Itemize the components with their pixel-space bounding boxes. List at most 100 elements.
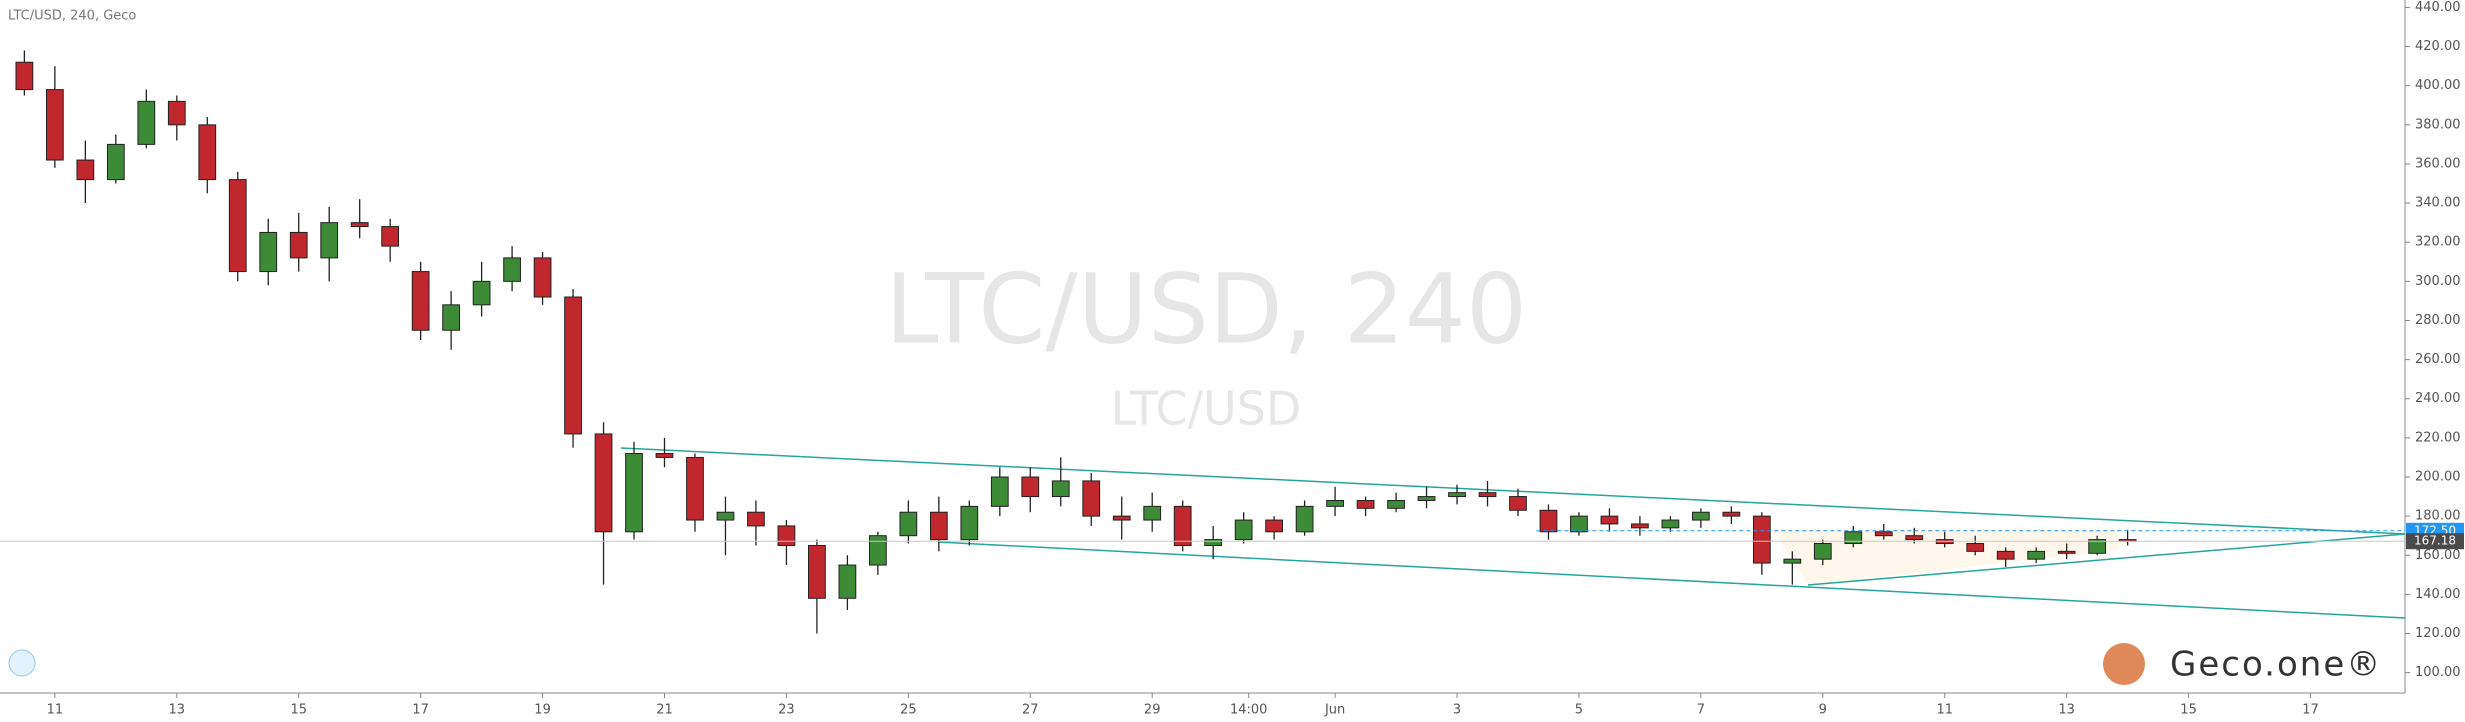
y-tick-label: 100.00 [2415,665,2461,680]
candle-body [777,525,796,546]
logo-icon [2103,643,2145,685]
candle-body [1570,515,1588,533]
logo-text: Geco.one® [2170,645,2382,685]
candle-body [1966,543,1985,552]
candle-body [1752,515,1771,564]
x-tick-label: 15 [290,703,307,718]
candle-body [411,271,430,331]
candle-body [1691,511,1710,521]
candle-body [929,511,948,541]
candle-body [1356,499,1375,509]
x-tick-label: 27 [1022,703,1039,718]
y-tick-label: 360.00 [2415,156,2461,171]
candle-body [350,222,369,228]
candle-body [1631,523,1649,529]
x-tick-label: Jun [1324,703,1345,718]
candle-body [167,100,186,126]
candle-body [198,124,217,181]
candle-body [1509,496,1527,511]
candle-body [564,296,582,435]
chart-title: LTC/USD, 240, Geco [8,9,136,24]
candle-body [868,535,887,566]
candle-body [1387,499,1405,509]
candle-body [289,231,308,259]
watermark-subtitle: LTC/USD [1111,382,1302,436]
candle-body [1905,535,1924,541]
candle-body [960,505,979,541]
candle-body [1295,505,1314,533]
x-tick-label: 5 [1575,703,1583,718]
candle-body [1173,505,1192,546]
candle-body [1417,496,1436,501]
candle-body [1661,519,1680,529]
candle-body [1478,492,1497,498]
x-tick-label: 19 [534,703,551,718]
candle-body [1996,550,2015,560]
y-tick-label: 220.00 [2415,430,2461,445]
x-tick-label: 25 [900,703,917,718]
x-tick-label: 13 [169,703,186,718]
y-tick-label: 160.00 [2415,548,2461,563]
candle-body [1082,480,1101,517]
candle-body [990,476,1009,507]
candle-body [1326,499,1344,507]
x-tick-label: 13 [2058,703,2075,718]
candle-body [1448,492,1466,498]
x-tick-label: 3 [1453,703,1461,718]
candle-body [1722,511,1741,517]
x-tick-label: 9 [1819,703,1827,718]
candle-body [1234,519,1253,541]
candle-body [716,511,735,521]
y-tick-label: 420.00 [2415,39,2461,54]
x-tick-label: 11 [1936,703,1953,718]
y-tick-label: 440.00 [2415,0,2461,15]
candle-body [442,304,461,331]
y-tick-label: 320.00 [2415,235,2461,250]
candle-body [1021,476,1040,498]
y-tick-label: 240.00 [2415,391,2461,406]
candle-body [2057,550,2076,554]
y-tick-label: 180.00 [2415,509,2461,524]
candle-body [1844,531,1863,545]
candle-body [1783,558,1802,564]
y-tick-label: 140.00 [2415,587,2461,602]
candle-body [747,511,765,527]
trend-line [620,447,2406,535]
candle-body [472,280,491,306]
y-tick-label: 260.00 [2415,352,2461,367]
candle-body [1051,480,1070,498]
candle-body [503,257,521,282]
x-tick-label: 7 [1697,703,1705,718]
y-tick-label: 200.00 [2415,470,2461,485]
y-tick-label: 400.00 [2415,78,2461,93]
x-tick-label: 23 [778,703,795,718]
watermark: LTC/USD, 240 [885,253,1527,365]
candle-body [137,100,156,145]
y-tick-label: 120.00 [2415,626,2461,641]
x-tick-label: 21 [656,703,673,718]
candle-body [1813,543,1832,560]
candle-body [808,544,826,599]
app-icon[interactable] [8,649,36,677]
x-tick-label: 29 [1144,703,1161,718]
logo: Geco.one® [2103,643,2382,685]
candle-body [533,257,552,298]
candle-body [686,456,704,521]
y-tick-label: 340.00 [2415,196,2461,211]
candle-body [1539,509,1558,533]
candle-body [1143,505,1162,521]
candle-body [76,159,95,181]
candle-body [1204,539,1223,546]
x-tick-label: 11 [47,703,64,718]
candle-body [838,564,857,599]
candle-body [625,453,643,533]
x-tick-label: 17 [2302,703,2319,718]
x-tick-label: 15 [2180,703,2197,718]
price-label-box [2406,533,2464,550]
trend-line [1807,533,2406,586]
candle-body [1265,519,1284,533]
candle-body [381,226,400,247]
candle-body [594,433,613,533]
trend-line [937,541,2406,619]
